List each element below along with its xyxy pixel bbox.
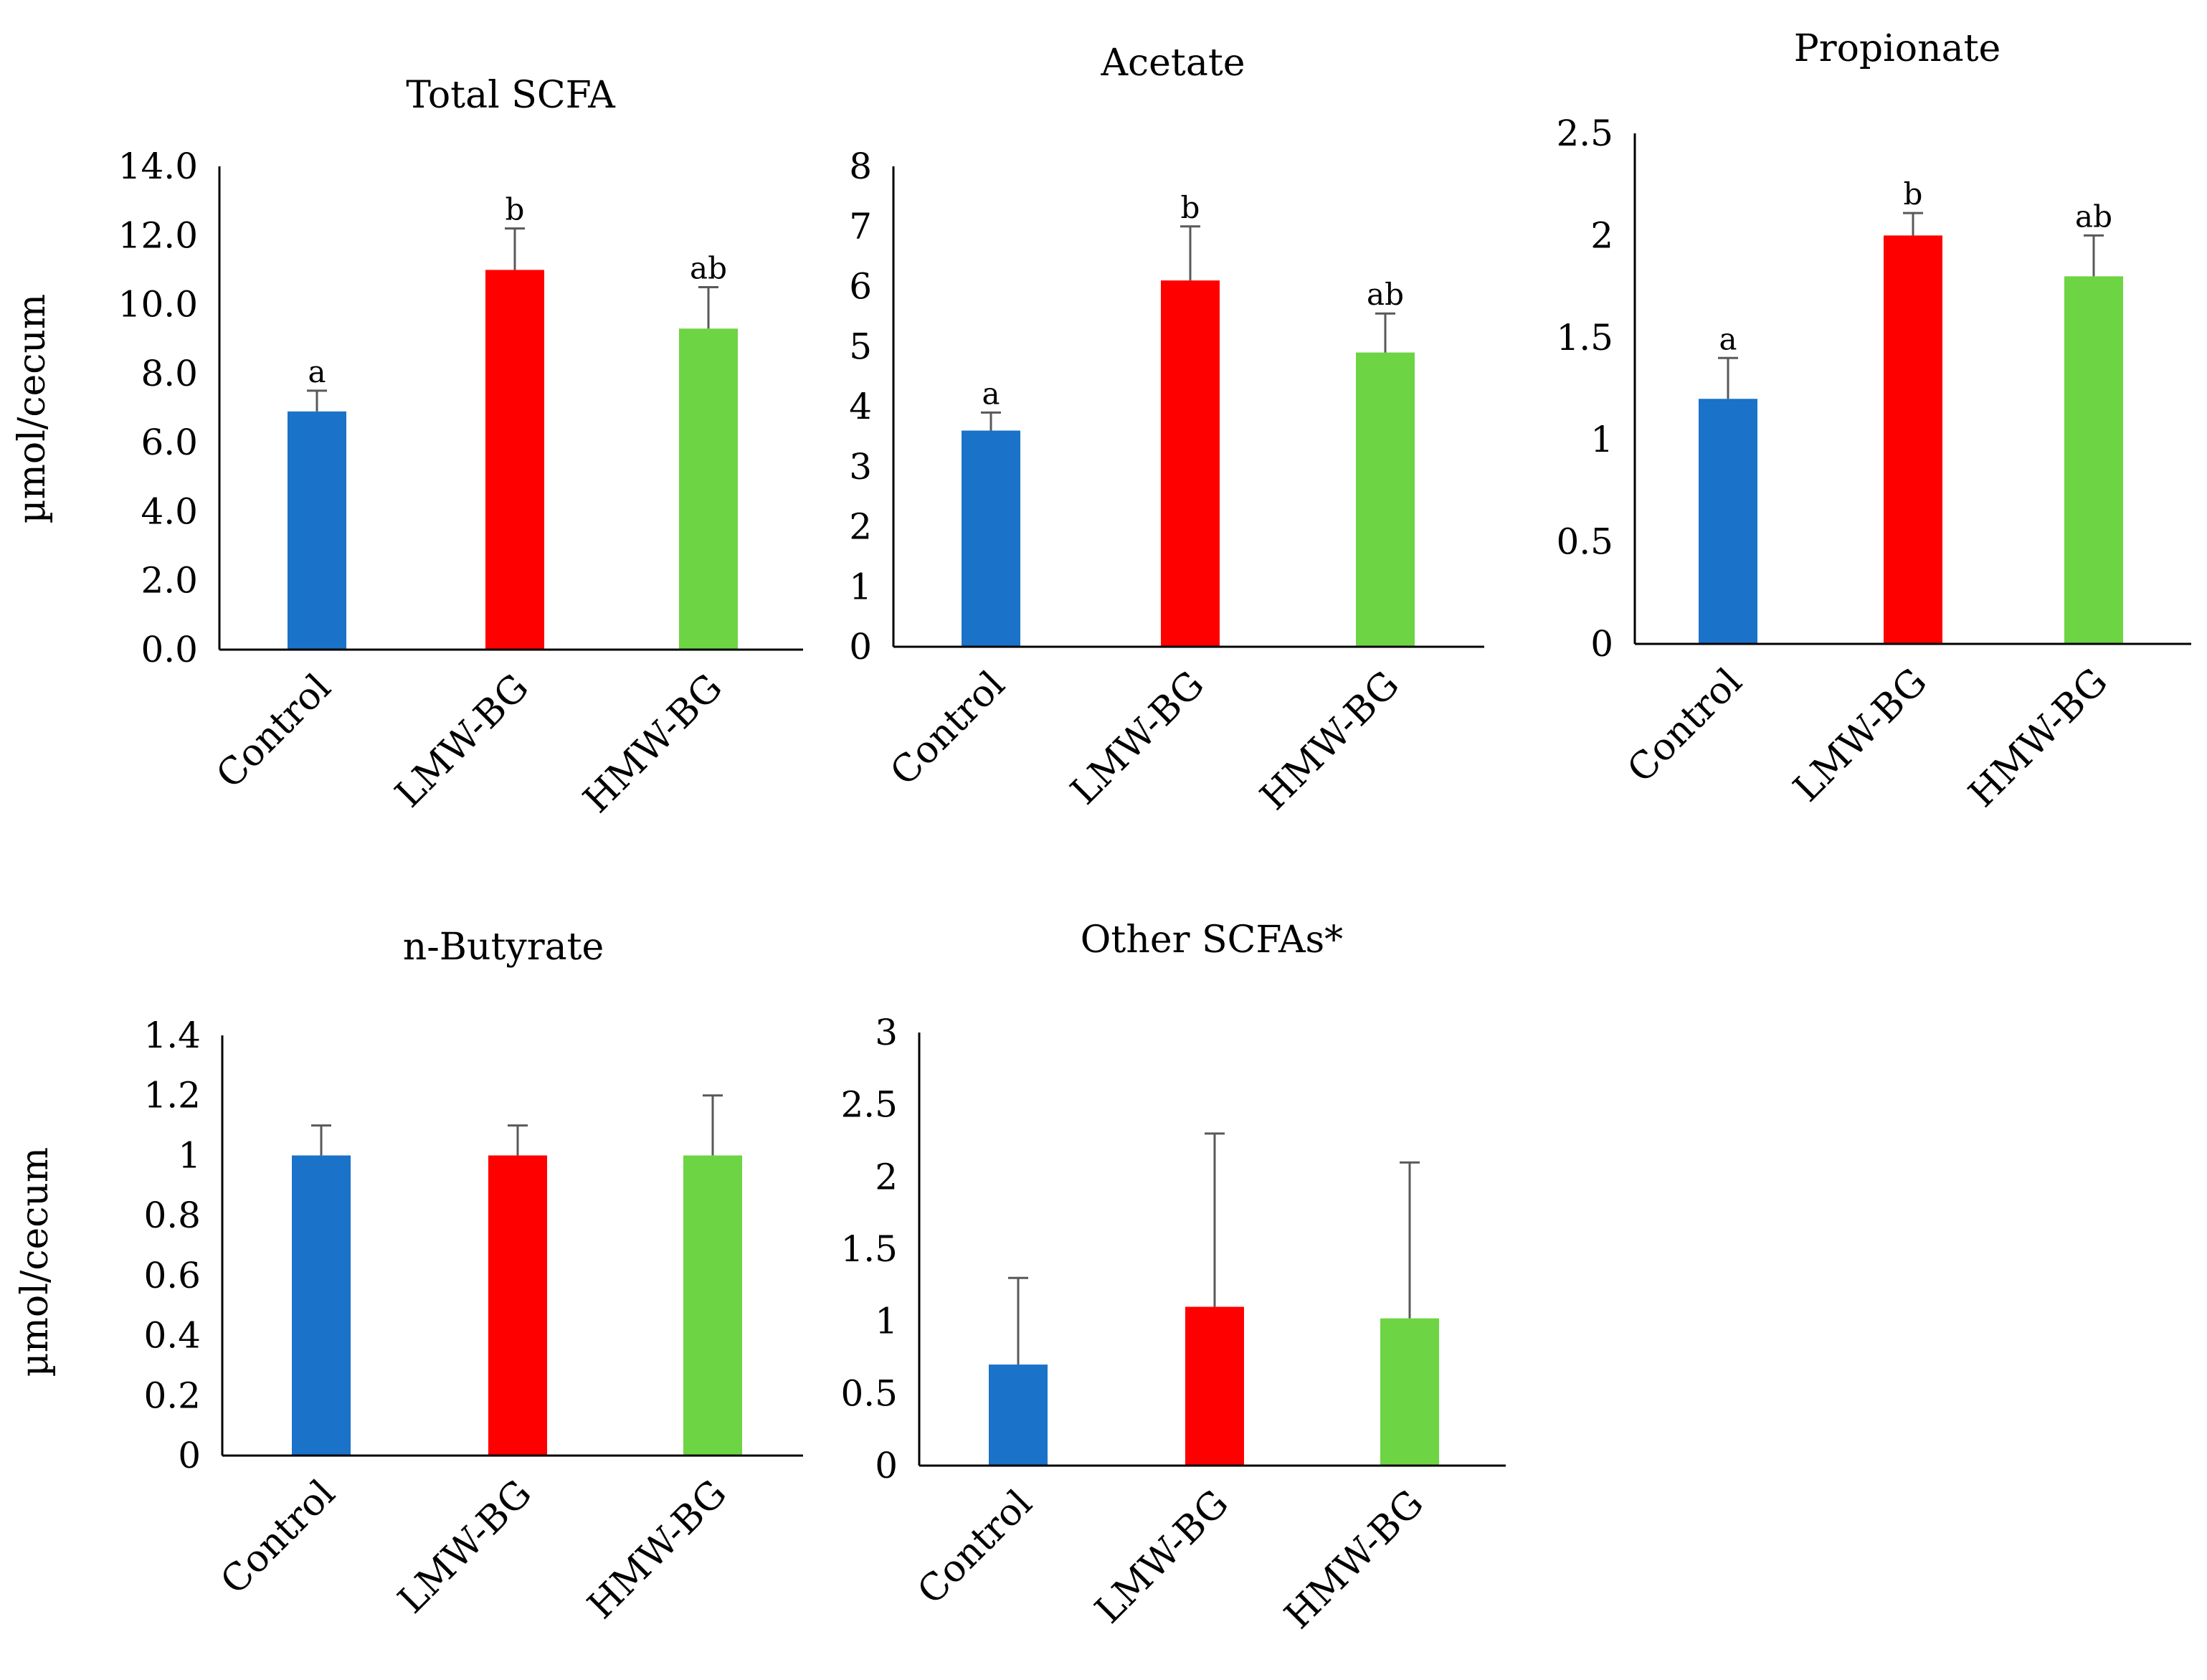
significance-letter: a xyxy=(308,354,326,389)
y-axis-label: µmol/cecum xyxy=(11,294,54,523)
category-label: HMW-BG xyxy=(575,666,731,822)
y-tick-label: 0.5 xyxy=(840,1372,898,1414)
y-tick-label: 5 xyxy=(849,326,872,367)
y-tick-label: 0.0 xyxy=(141,629,198,670)
category-label: HMW-BG xyxy=(1960,660,2116,816)
y-tick-label: 0 xyxy=(875,1445,898,1486)
y-tick-label: 0.8 xyxy=(143,1195,201,1236)
y-tick-label: 0 xyxy=(849,626,872,668)
category-label: LMW-BG xyxy=(1063,663,1212,813)
bar-hmw-bg xyxy=(1356,352,1415,647)
y-tick-label: 1 xyxy=(849,566,872,607)
bar-control xyxy=(292,1155,351,1456)
category-label: Control xyxy=(213,1472,344,1603)
y-tick-label: 8.0 xyxy=(141,353,198,394)
y-tick-label: 4 xyxy=(849,386,872,427)
y-tick-label: 0.2 xyxy=(143,1375,201,1416)
y-tick-label: 10.0 xyxy=(118,284,198,326)
significance-letter: b xyxy=(1181,190,1200,225)
chart-title: Propionate xyxy=(1794,27,2001,70)
category-label: Control xyxy=(209,666,340,797)
chart-panel-3: Propionate 0 0.5 1 1.5 2 2.5 a Control b LMW-BG ab H… xyxy=(1556,27,2191,816)
bar-hmw-bg xyxy=(2064,276,2123,644)
y-tick-label: 2 xyxy=(849,506,872,548)
y-axis-label: µmol/cecum xyxy=(14,1147,57,1377)
bar-hmw-bg xyxy=(1380,1318,1439,1466)
y-tick-label: 6.0 xyxy=(141,422,198,463)
chart-panel-5: Other SCFAs* 0 0.5 1 1.5 2 2.5 3 Control LMW-BG HM… xyxy=(840,919,1506,1638)
y-tick-label: 1.5 xyxy=(840,1228,898,1270)
y-tick-label: 3 xyxy=(875,1012,898,1053)
chart-title: Other SCFAs* xyxy=(1081,919,1343,962)
category-label: LMW-BG xyxy=(390,1472,540,1622)
category-label: Control xyxy=(910,1482,1041,1613)
category-label: HMW-BG xyxy=(1276,1482,1432,1638)
category-label: HMW-BG xyxy=(1252,663,1408,819)
category-label: HMW-BG xyxy=(579,1472,735,1628)
y-tick-label: 1 xyxy=(875,1301,898,1342)
y-tick-label: 1.4 xyxy=(143,1015,201,1056)
y-tick-label: 2.0 xyxy=(141,560,198,602)
category-label: LMW-BG xyxy=(1087,1482,1237,1632)
bar-control xyxy=(288,411,346,650)
category-label: LMW-BG xyxy=(387,666,537,816)
chart-panel-4: n-Butyrate µmol/cecum 0 0.2 0.4 0.6 0.8 1 1.2 1.4… xyxy=(14,926,803,1628)
y-tick-label: 3 xyxy=(849,446,872,488)
bar-hmw-bg xyxy=(679,328,738,650)
significance-letter: a xyxy=(982,376,1000,411)
y-tick-label: 6 xyxy=(849,266,872,308)
category-label: LMW-BG xyxy=(1785,660,1935,810)
significance-letter: b xyxy=(1904,176,1923,212)
bar-lmw-bg xyxy=(1185,1306,1244,1466)
y-tick-label: 0.6 xyxy=(143,1255,201,1296)
y-tick-label: 2 xyxy=(1590,214,1613,256)
chart-title: Acetate xyxy=(1100,42,1245,85)
bar-lmw-bg xyxy=(1161,280,1220,647)
significance-letter: ab xyxy=(1367,277,1404,312)
y-tick-label: 2.5 xyxy=(1556,113,1613,154)
y-tick-label: 4.0 xyxy=(141,490,198,532)
chart-title: n-Butyrate xyxy=(403,926,604,969)
y-tick-label: 0 xyxy=(178,1435,201,1476)
y-tick-label: 0.5 xyxy=(1556,521,1613,563)
bar-control xyxy=(989,1365,1048,1466)
y-tick-label: 1.2 xyxy=(143,1075,201,1116)
y-tick-label: 1.5 xyxy=(1556,317,1613,359)
significance-letter: ab xyxy=(690,251,727,286)
bar-hmw-bg xyxy=(683,1155,742,1456)
significance-letter: a xyxy=(1719,321,1737,356)
y-tick-label: 1 xyxy=(1590,419,1613,460)
bar-control xyxy=(962,430,1020,647)
bar-control xyxy=(1699,399,1757,644)
chart-title: Total SCFA xyxy=(406,74,616,117)
y-tick-label: 14.0 xyxy=(118,146,198,187)
y-tick-label: 0.4 xyxy=(143,1315,201,1357)
bar-lmw-bg xyxy=(1884,235,1942,644)
y-tick-label: 0 xyxy=(1590,623,1613,665)
significance-letter: b xyxy=(506,192,525,227)
y-tick-label: 2.5 xyxy=(840,1084,898,1126)
y-tick-label: 1 xyxy=(178,1134,201,1176)
significance-letter: ab xyxy=(2075,199,2112,234)
bar-lmw-bg xyxy=(485,270,544,650)
category-label: Control xyxy=(883,663,1014,794)
bar-lmw-bg xyxy=(488,1155,547,1456)
category-label: Control xyxy=(1620,660,1751,792)
y-tick-label: 8 xyxy=(849,146,872,187)
y-tick-label: 12.0 xyxy=(118,214,198,256)
y-tick-label: 2 xyxy=(875,1156,898,1197)
chart-panel-2: Acetate 0 1 2 3 4 5 6 7 8 a Control b LMW-BG ab HMW-BG xyxy=(849,42,1484,819)
chart-panel-1: Total SCFA µmol/cecum 0.0 2.0 4.0 6.0 8.0 10.0 1… xyxy=(11,74,803,822)
y-tick-label: 7 xyxy=(849,206,872,247)
